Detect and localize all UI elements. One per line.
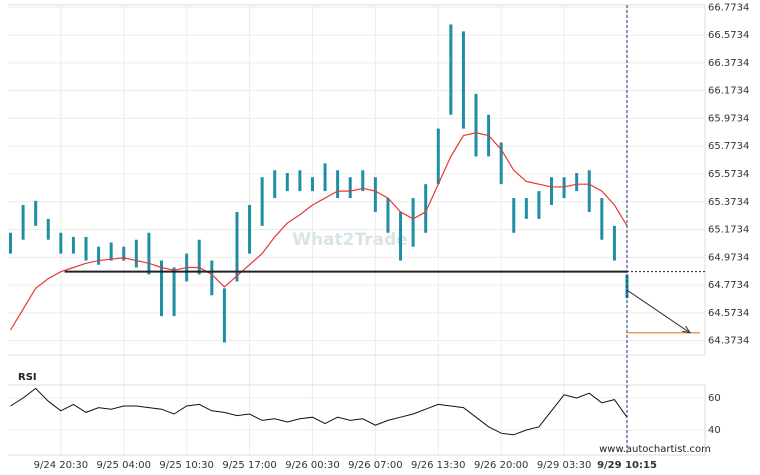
y-tick-label: 66.5734 — [708, 30, 749, 41]
price-bar — [512, 198, 516, 233]
price-bar — [373, 177, 377, 212]
price-bar — [122, 246, 126, 261]
price-bar — [109, 242, 113, 261]
rsi-tick-label: 60 — [708, 393, 721, 404]
rsi-label: RSI — [18, 372, 37, 383]
x-tick-label: 9/26 00:30 — [285, 460, 339, 471]
arrow-head — [682, 325, 692, 334]
price-bar — [222, 288, 226, 343]
price-bar — [411, 198, 415, 247]
price-bar — [260, 177, 264, 226]
credit: www.autochartist.com — [599, 444, 711, 455]
forecast-arrow — [626, 289, 691, 334]
price-bar — [424, 184, 428, 233]
watermark: What2Trade — [292, 230, 408, 250]
price-bar — [134, 239, 138, 268]
y-tick-label: 66.7734 — [708, 2, 749, 13]
price-bar — [550, 177, 554, 205]
x-tick-label: 9/25 17:00 — [222, 460, 276, 471]
y-tick-label: 65.7734 — [708, 141, 749, 152]
y-tick-label: 64.9734 — [708, 252, 749, 263]
price-bar — [172, 267, 176, 317]
price-bar — [9, 232, 13, 254]
y-tick-label: 65.3734 — [708, 197, 749, 208]
x-tick-label: 9/25 04:00 — [97, 460, 151, 471]
price-bar — [474, 93, 478, 157]
price-bar — [436, 128, 440, 185]
price-bar — [612, 225, 616, 261]
price-bar — [562, 177, 566, 199]
price-bar — [575, 173, 579, 192]
price-bar — [147, 232, 151, 275]
price-bar — [71, 236, 75, 254]
price-bar — [587, 170, 591, 212]
rsi-tick-label: 40 — [708, 425, 721, 436]
price-bar — [273, 170, 277, 199]
price-bar — [499, 142, 503, 185]
y-tick-label: 64.5734 — [708, 308, 749, 319]
price-bar — [399, 211, 403, 261]
price-bar — [235, 211, 239, 282]
price-bar — [46, 218, 50, 240]
y-tick-label: 65.5734 — [708, 169, 749, 180]
moving-average — [10, 132, 628, 331]
price-bar — [386, 198, 390, 233]
y-tick-label: 65.9734 — [708, 113, 749, 124]
price-bar — [210, 260, 214, 296]
price-bar — [323, 163, 327, 192]
rsi-line — [10, 387, 628, 436]
price-bar — [248, 205, 252, 254]
price-bar — [197, 239, 201, 275]
x-tick-label: 9/26 20:00 — [474, 460, 528, 471]
price-bar — [449, 24, 453, 115]
price-bar — [21, 205, 25, 240]
y-tick-label: 64.3734 — [708, 336, 749, 347]
x-tick-label: 9/25 10:30 — [159, 460, 213, 471]
price-bar — [159, 260, 163, 317]
price-bar — [34, 200, 38, 226]
price-bar — [298, 170, 302, 192]
x-tick-label: 9/24 20:30 — [34, 460, 88, 471]
x-tick-label: 9/26 07:00 — [348, 460, 402, 471]
y-tick-label: 64.7734 — [708, 280, 749, 291]
price-bar — [285, 173, 289, 192]
price-bar — [361, 170, 365, 192]
price-bar — [461, 31, 465, 129]
price-bar — [600, 198, 604, 240]
y-tick-label: 65.1734 — [708, 225, 749, 236]
price-bar — [97, 246, 101, 265]
x-tick-label: 9/29 03:30 — [537, 460, 591, 471]
price-bar — [310, 177, 314, 192]
x-tick-label: 9/26 13:30 — [411, 460, 465, 471]
price-bar — [348, 177, 352, 199]
price-bar — [537, 191, 541, 219]
price-bar — [524, 198, 528, 219]
price-bar — [59, 232, 63, 254]
price-bar — [84, 236, 88, 261]
y-tick-label: 66.3734 — [708, 58, 749, 69]
price-bar — [336, 170, 340, 199]
y-tick-label: 66.1734 — [708, 86, 749, 97]
x-tick-label: 9/29 10:15 — [597, 460, 657, 471]
